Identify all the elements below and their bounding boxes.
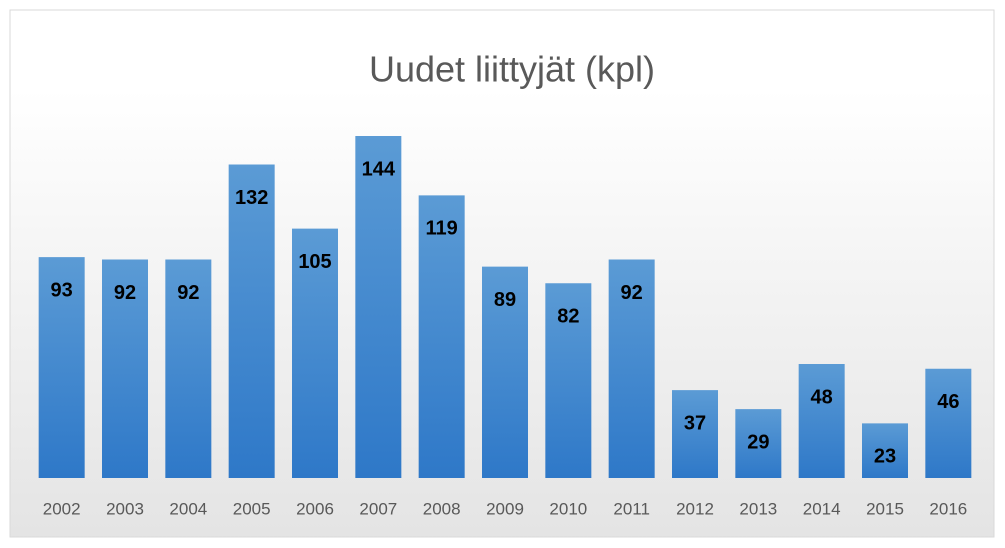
x-tick-label: 2005	[233, 499, 271, 518]
x-tick-label: 2009	[486, 499, 524, 518]
data-label: 89	[494, 289, 516, 311]
bar	[292, 228, 338, 478]
bar	[862, 423, 908, 478]
x-tick-label: 2004	[169, 499, 207, 518]
data-label: 119	[426, 218, 458, 240]
bar	[798, 364, 845, 478]
x-tick-label: 2016	[929, 499, 967, 518]
bar	[482, 266, 528, 478]
x-tick-label: 2014	[803, 499, 841, 518]
bar	[165, 259, 212, 478]
bar	[228, 164, 275, 478]
x-tick-label: 2010	[549, 499, 587, 518]
bar	[672, 390, 718, 478]
data-label: 29	[747, 431, 769, 453]
x-tick-label: 2011	[613, 499, 650, 518]
bar	[418, 195, 465, 478]
bar	[735, 409, 782, 478]
data-label: 144	[362, 158, 396, 180]
data-label: 93	[51, 279, 73, 301]
bar	[545, 283, 592, 478]
x-tick-label: 2003	[106, 499, 144, 518]
data-label: 132	[235, 187, 268, 209]
x-tick-label: 2015	[866, 499, 904, 518]
x-tick-label: 2006	[296, 499, 334, 518]
bar	[608, 259, 655, 478]
x-tick-label: 2008	[423, 499, 461, 518]
x-tick-label: 2002	[43, 499, 81, 518]
data-label: 92	[114, 282, 136, 304]
x-tick-label: 2012	[676, 499, 714, 518]
data-label: 37	[684, 412, 706, 434]
x-tick-label: 2013	[739, 499, 777, 518]
bar	[102, 259, 148, 478]
chart-title: Uudet liittyjät (kpl)	[369, 49, 655, 90]
data-label: 92	[177, 282, 199, 304]
data-label: 92	[621, 282, 643, 304]
data-label: 105	[298, 251, 331, 273]
data-label: 23	[874, 446, 896, 468]
bar	[355, 136, 402, 478]
data-label: 82	[557, 306, 579, 328]
data-label: 48	[811, 386, 833, 408]
bar	[38, 257, 85, 478]
x-tick-label: 2007	[359, 499, 397, 518]
data-label: 46	[937, 391, 959, 413]
bar	[925, 368, 972, 478]
